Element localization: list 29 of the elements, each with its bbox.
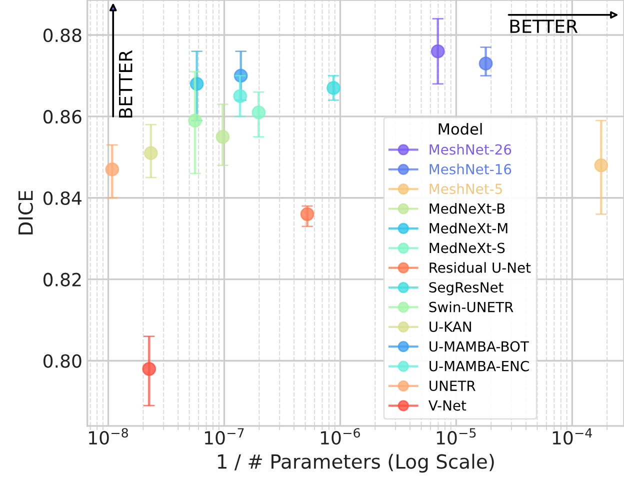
- legend-label: MedNeXt-M: [430, 222, 508, 234]
- legend-label: U-MAMBA-BOT: [430, 341, 529, 352]
- x-tick-label: 10$^{−7}$: [205, 428, 244, 445]
- legend-label: MeshNet-26: [430, 144, 512, 155]
- legend-label: MeshNet-5: [430, 183, 502, 194]
- y-tick-label: 0.82: [43, 272, 81, 286]
- y-tick-label: 0.88: [43, 28, 82, 42]
- legend-label: Residual U-Net: [430, 262, 531, 273]
- x-tick-label: 10$^{−5}$: [436, 428, 476, 445]
- legend-label: UNETR: [430, 380, 476, 392]
- legend-label: MedNeXt-B: [430, 203, 505, 214]
- legend-label: U-KAN: [430, 322, 471, 332]
- legend-label: V-Net: [428, 400, 466, 411]
- y-tick-label: 0.84: [43, 191, 82, 206]
- y-axis-title: DICE: [18, 190, 33, 234]
- legend-label: MeshNet-16: [430, 164, 512, 174]
- legend-label: SegResNet: [429, 282, 504, 296]
- x-tick-label: 10$^{−4}$: [552, 428, 592, 445]
- y-tick-label: 0.80: [43, 354, 82, 368]
- legend-label: Swin-UNETR: [429, 302, 514, 312]
- legend-title: Model: [438, 122, 482, 135]
- legend-label: U-MAMBA-ENC: [430, 360, 529, 372]
- x-axis-title: 1 / # Parameters (Log Scale): [218, 454, 494, 473]
- annotation: BETTER: [510, 20, 578, 33]
- legend-label: MedNeXt-S: [430, 242, 505, 254]
- annotation: BETTER: [119, 50, 132, 118]
- y-tick-label: 0.86: [43, 110, 82, 124]
- x-tick-label: 10$^{−8}$: [89, 428, 128, 445]
- x-tick-label: 10$^{−6}$: [320, 428, 360, 445]
